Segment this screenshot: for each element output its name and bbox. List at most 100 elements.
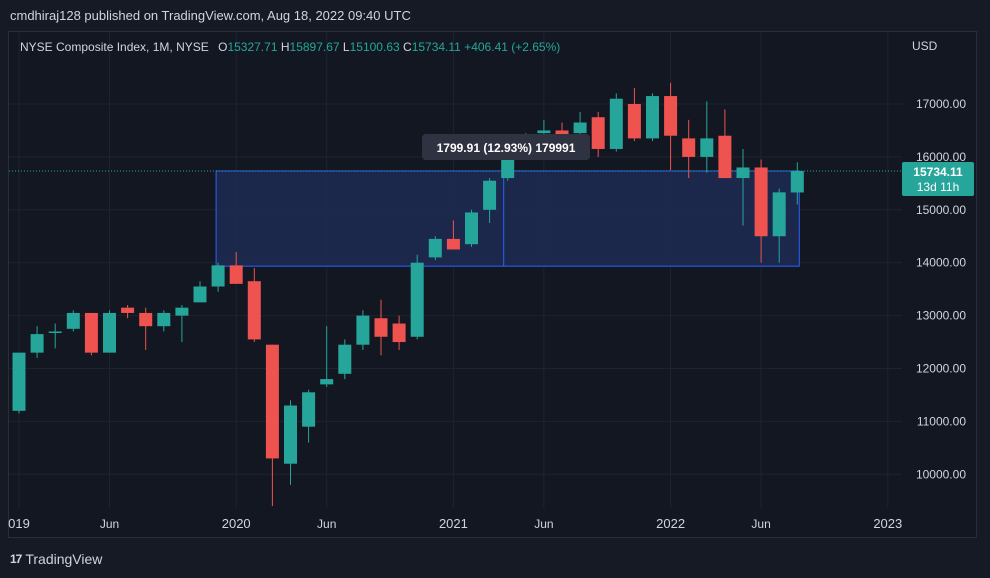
- close-value: 15734.11: [411, 40, 461, 54]
- candle-body: [772, 192, 786, 237]
- tradingview-logo-icon: 17: [10, 552, 22, 566]
- candle[interactable]: [446, 220, 460, 250]
- candle-body: [428, 238, 442, 258]
- y-tick-label: 11000.00: [917, 414, 966, 428]
- candle[interactable]: [591, 111, 605, 157]
- candle[interactable]: [609, 93, 623, 152]
- currency-label[interactable]: USD: [912, 39, 938, 53]
- candle-body: [139, 312, 153, 327]
- candle[interactable]: [627, 88, 641, 142]
- candle[interactable]: [772, 188, 786, 263]
- x-tick-label: 2021: [439, 516, 468, 531]
- candle[interactable]: [48, 323, 62, 349]
- candle[interactable]: [139, 307, 153, 350]
- candle-body: [338, 344, 352, 374]
- candle[interactable]: [410, 254, 424, 340]
- candle-body: [84, 312, 98, 353]
- high-label: H: [280, 40, 290, 54]
- y-tick-label: 13000.00: [916, 309, 966, 323]
- candle-body: [157, 312, 171, 327]
- candle-body: [374, 318, 388, 337]
- candle-body: [555, 130, 569, 136]
- candle[interactable]: [790, 162, 804, 205]
- candle-body: [121, 307, 135, 313]
- candle[interactable]: [374, 299, 388, 356]
- candle[interactable]: [356, 310, 370, 350]
- y-axis[interactable]: 17000.00 16000.00 15000.00 14000.00 13000.00…: [916, 97, 966, 481]
- range-box-rect[interactable]: [215, 170, 800, 267]
- candle[interactable]: [320, 326, 334, 388]
- x-tick-label: Jun: [751, 517, 770, 531]
- candle[interactable]: [265, 344, 279, 507]
- candle[interactable]: [157, 310, 171, 332]
- candle[interactable]: [465, 209, 478, 247]
- x-tick-label: 2020: [222, 516, 251, 531]
- candle[interactable]: [646, 93, 659, 142]
- candle[interactable]: [428, 236, 442, 261]
- y-tick-label: 12000.00: [916, 362, 966, 376]
- x-tick-label: 2022: [656, 516, 685, 531]
- candle[interactable]: [664, 82, 678, 171]
- candle-body: [410, 262, 424, 337]
- chart-panel[interactable]: [8, 31, 977, 538]
- grid-lines: [9, 32, 902, 508]
- candle[interactable]: [229, 252, 243, 284]
- measure-tooltip-text: 1799.91 (12.93%) 179991: [437, 141, 576, 155]
- candle-body: [12, 352, 26, 411]
- candle[interactable]: [30, 326, 44, 358]
- bar-countdown: 13d 11h: [917, 180, 960, 194]
- candle[interactable]: [193, 281, 207, 303]
- x-tick-label: 019: [8, 516, 30, 531]
- y-tick-label: 14000.00: [916, 256, 966, 270]
- candle[interactable]: [103, 310, 116, 353]
- candles[interactable]: [12, 82, 804, 507]
- publish-info: cmdhiraj128 published on TradingView.com…: [10, 8, 411, 23]
- candle[interactable]: [302, 389, 316, 443]
- candle[interactable]: [338, 339, 352, 380]
- candle-body: [265, 344, 279, 459]
- candle-body: [754, 167, 768, 237]
- candle-body: [573, 122, 587, 134]
- candle-body: [48, 331, 62, 333]
- symbol-label[interactable]: NYSE Composite Index, 1M, NYSE: [20, 40, 209, 54]
- candle-body: [718, 135, 732, 179]
- candle-body: [356, 315, 370, 345]
- candle-body: [700, 138, 714, 157]
- brand-name: TradingView: [25, 551, 103, 567]
- candle[interactable]: [84, 312, 98, 356]
- x-tick-label: 2023: [873, 516, 902, 531]
- candle-body: [320, 379, 334, 385]
- candle-body: [682, 138, 696, 157]
- low-label: L: [342, 40, 350, 54]
- x-tick-label: Jun: [317, 517, 336, 531]
- candle[interactable]: [736, 148, 750, 226]
- candle[interactable]: [12, 352, 26, 414]
- y-tick-label: 15000.00: [916, 203, 966, 217]
- candle[interactable]: [392, 315, 406, 350]
- candle[interactable]: [483, 178, 497, 224]
- candle-body: [537, 130, 551, 134]
- x-axis[interactable]: 019 Jun 2020 Jun 2021 Jun 2022 Jun 2023: [8, 516, 902, 531]
- candle[interactable]: [700, 101, 714, 173]
- candle[interactable]: [682, 119, 696, 179]
- tradingview-footer[interactable]: 17 TradingView: [10, 550, 102, 568]
- candle[interactable]: [211, 262, 225, 292]
- open-label: O: [218, 40, 228, 54]
- candle[interactable]: [718, 109, 732, 179]
- candle[interactable]: [175, 305, 189, 343]
- price-range-box[interactable]: [9, 158, 902, 267]
- candle[interactable]: [247, 267, 261, 343]
- candle[interactable]: [121, 305, 135, 319]
- candle[interactable]: [284, 400, 297, 485]
- candle-body: [627, 104, 641, 139]
- candle-body: [446, 238, 460, 250]
- ohlc-legend: NYSE Composite Index, 1M, NYSE O15327.71…: [20, 40, 560, 54]
- candle-body: [790, 170, 804, 193]
- candle[interactable]: [573, 111, 587, 136]
- candle[interactable]: [66, 310, 80, 332]
- candle[interactable]: [754, 159, 768, 263]
- candle-body: [211, 265, 225, 287]
